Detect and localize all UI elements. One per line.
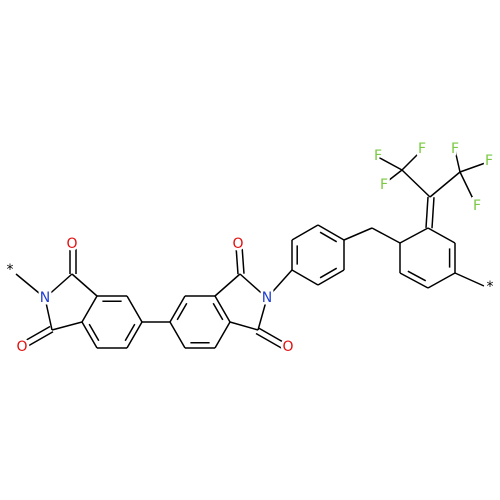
bond bbox=[212, 302, 224, 321]
bond bbox=[425, 196, 429, 228]
bond bbox=[176, 302, 188, 321]
atom-label: F bbox=[418, 141, 426, 157]
bond bbox=[399, 227, 429, 244]
bond bbox=[371, 227, 401, 244]
bond bbox=[15, 273, 46, 299]
bond bbox=[21, 325, 51, 344]
atom-label: * bbox=[7, 262, 14, 278]
atom-label: N bbox=[262, 290, 272, 306]
bond bbox=[377, 156, 403, 171]
bond bbox=[317, 269, 345, 286]
bond bbox=[229, 321, 259, 331]
atom-label: O bbox=[16, 339, 27, 355]
bond bbox=[126, 295, 143, 323]
bond bbox=[459, 171, 477, 206]
bond bbox=[431, 197, 435, 229]
bond bbox=[401, 169, 431, 198]
atom-label: F bbox=[485, 153, 493, 169]
bond bbox=[235, 246, 239, 275]
bond bbox=[319, 267, 338, 279]
bond bbox=[383, 169, 403, 185]
bond bbox=[88, 323, 100, 342]
bond bbox=[343, 227, 373, 241]
bond bbox=[81, 295, 98, 323]
bond bbox=[291, 269, 319, 286]
bond bbox=[126, 321, 143, 349]
atom-label: F bbox=[380, 177, 388, 193]
bond bbox=[258, 327, 288, 345]
bond bbox=[44, 297, 53, 331]
bond bbox=[44, 273, 73, 299]
bond bbox=[241, 245, 245, 274]
bonds bbox=[15, 149, 489, 351]
bond bbox=[429, 171, 461, 198]
atom-label: F bbox=[451, 141, 459, 157]
bond bbox=[71, 273, 98, 297]
bond bbox=[291, 224, 319, 241]
bond bbox=[124, 323, 136, 342]
bond bbox=[51, 321, 83, 331]
bond bbox=[401, 149, 423, 171]
bond bbox=[266, 269, 293, 299]
bond bbox=[317, 224, 345, 241]
atom-label: O bbox=[66, 236, 77, 252]
bond bbox=[255, 332, 285, 351]
bond bbox=[399, 272, 429, 289]
atom-label: F bbox=[374, 148, 382, 164]
atom-label: O bbox=[232, 236, 243, 252]
bond bbox=[214, 273, 241, 297]
bond bbox=[239, 273, 268, 299]
bond bbox=[427, 272, 456, 289]
bond bbox=[169, 295, 186, 323]
bond bbox=[427, 227, 456, 244]
bond bbox=[407, 270, 427, 282]
atom-label: N bbox=[40, 290, 50, 306]
bond bbox=[257, 297, 268, 331]
bond bbox=[454, 149, 461, 173]
atom-label: F bbox=[473, 198, 481, 214]
bond bbox=[24, 331, 54, 349]
bond bbox=[459, 161, 489, 173]
bond bbox=[319, 231, 338, 243]
atom-label: O bbox=[282, 339, 293, 355]
bond bbox=[214, 321, 231, 349]
bond bbox=[214, 295, 231, 323]
atom-label: * bbox=[487, 279, 494, 295]
bond bbox=[454, 272, 485, 287]
bond bbox=[81, 321, 98, 349]
bond bbox=[169, 321, 186, 349]
